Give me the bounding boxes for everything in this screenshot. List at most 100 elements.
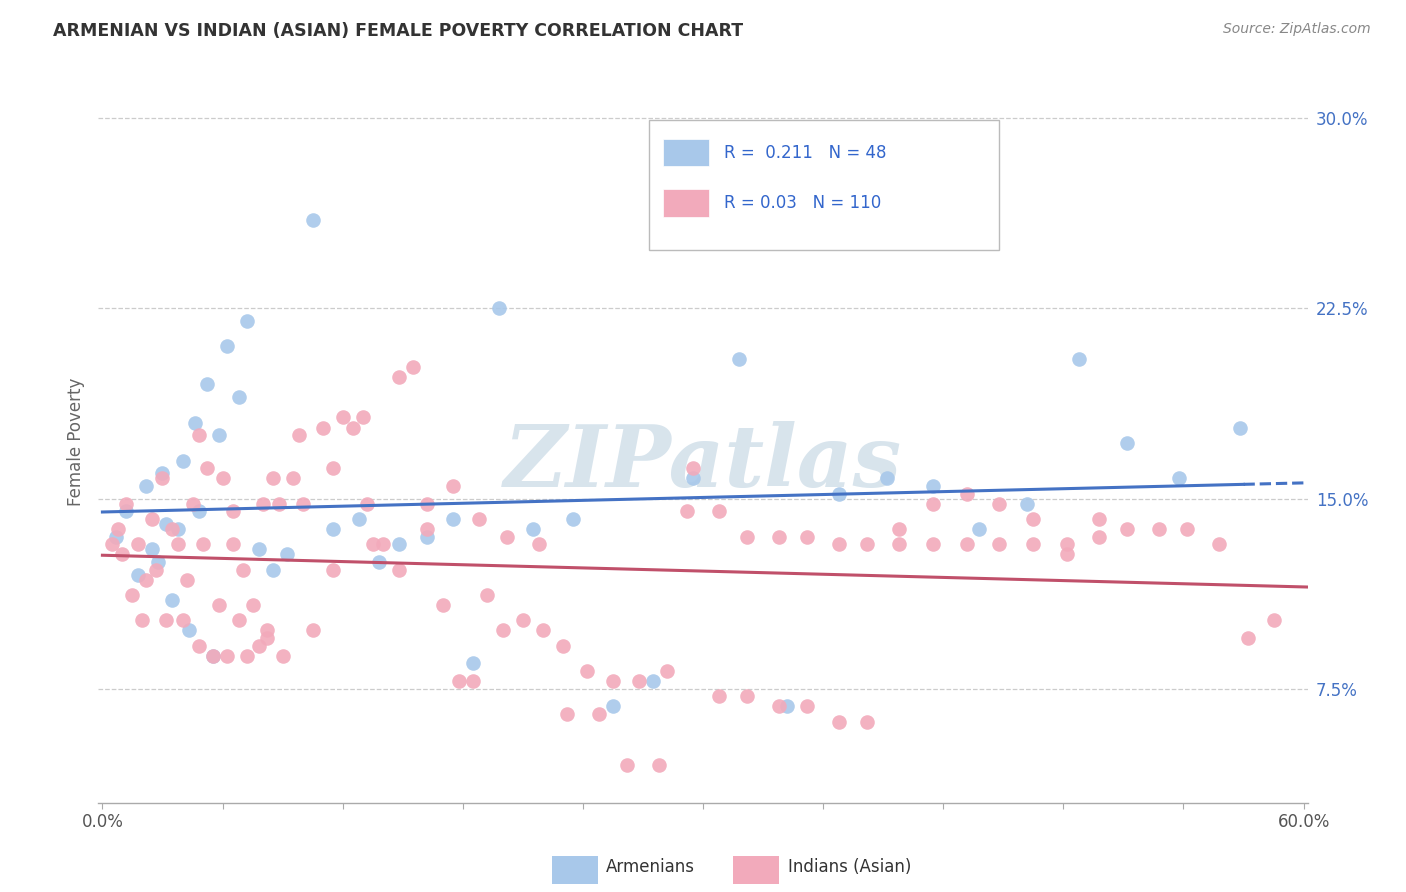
Point	[1263, 613, 1285, 627]
Point	[262, 563, 284, 577]
Point	[105, 530, 128, 544]
Point	[768, 530, 790, 544]
Point	[512, 613, 534, 627]
Point	[242, 598, 264, 612]
Point	[247, 639, 270, 653]
Point	[256, 631, 278, 645]
Point	[211, 471, 233, 485]
Point	[735, 530, 758, 544]
Point	[187, 639, 209, 653]
Point	[555, 707, 578, 722]
Point	[728, 352, 751, 367]
Point	[276, 547, 298, 561]
Point	[1236, 631, 1258, 645]
Point	[155, 516, 177, 531]
Point	[115, 504, 138, 518]
Point	[676, 504, 699, 518]
Point	[322, 461, 344, 475]
Point	[1022, 537, 1045, 551]
Text: R =  0.211   N = 48: R = 0.211 N = 48	[724, 144, 886, 161]
Point	[1229, 420, 1251, 434]
Point	[441, 479, 464, 493]
Point	[267, 497, 290, 511]
Point	[402, 359, 425, 374]
Point	[441, 512, 464, 526]
Point	[201, 648, 224, 663]
FancyBboxPatch shape	[648, 120, 1000, 250]
Point	[432, 598, 454, 612]
Text: Indians (Asian): Indians (Asian)	[787, 858, 911, 876]
Point	[988, 497, 1011, 511]
Point	[322, 522, 344, 536]
Point	[101, 537, 124, 551]
Point	[488, 301, 510, 316]
Point	[956, 537, 979, 551]
Point	[588, 707, 610, 722]
Point	[111, 547, 134, 561]
Point	[176, 573, 198, 587]
Point	[181, 497, 204, 511]
Point	[828, 486, 851, 500]
Point	[127, 537, 149, 551]
Point	[256, 624, 278, 638]
Point	[561, 512, 583, 526]
Point	[1208, 537, 1230, 551]
Text: ZIPatlas: ZIPatlas	[503, 421, 903, 505]
Point	[707, 504, 730, 518]
Bar	[664, 139, 709, 166]
Point	[461, 674, 484, 689]
Y-axis label: Female Poverty: Female Poverty	[66, 377, 84, 506]
Point	[121, 588, 143, 602]
Text: Armenians: Armenians	[606, 858, 696, 876]
Point	[162, 593, 184, 607]
Point	[551, 639, 574, 653]
Point	[796, 530, 818, 544]
Bar	[664, 189, 709, 217]
Point	[856, 537, 879, 551]
Point	[191, 537, 214, 551]
Point	[127, 567, 149, 582]
Point	[682, 461, 704, 475]
Point	[145, 563, 167, 577]
Point	[347, 512, 370, 526]
Point	[141, 512, 163, 526]
Point	[281, 471, 304, 485]
Point	[332, 410, 354, 425]
Point	[461, 657, 484, 671]
Point	[602, 674, 624, 689]
Point	[221, 504, 243, 518]
Point	[1177, 522, 1199, 536]
Point	[367, 555, 389, 569]
Point	[228, 613, 250, 627]
Point	[527, 537, 550, 551]
Point	[215, 648, 238, 663]
Point	[447, 674, 470, 689]
Point	[247, 542, 270, 557]
Point	[148, 555, 170, 569]
Point	[131, 613, 153, 627]
Point	[922, 497, 945, 511]
Bar	[551, 856, 598, 884]
Point	[187, 428, 209, 442]
Point	[1056, 547, 1078, 561]
Point	[361, 537, 384, 551]
Point	[135, 573, 157, 587]
Point	[195, 461, 218, 475]
Point	[416, 497, 439, 511]
Point	[301, 212, 323, 227]
Point	[1088, 512, 1111, 526]
Point	[152, 471, 174, 485]
Point	[1149, 522, 1171, 536]
Point	[115, 497, 138, 511]
Point	[707, 690, 730, 704]
Point	[768, 699, 790, 714]
Point	[195, 377, 218, 392]
Point	[155, 613, 177, 627]
Point	[228, 390, 250, 404]
Point	[648, 757, 671, 772]
Point	[828, 537, 851, 551]
Point	[776, 699, 799, 714]
Point	[967, 522, 990, 536]
Point	[183, 416, 205, 430]
Point	[271, 648, 294, 663]
